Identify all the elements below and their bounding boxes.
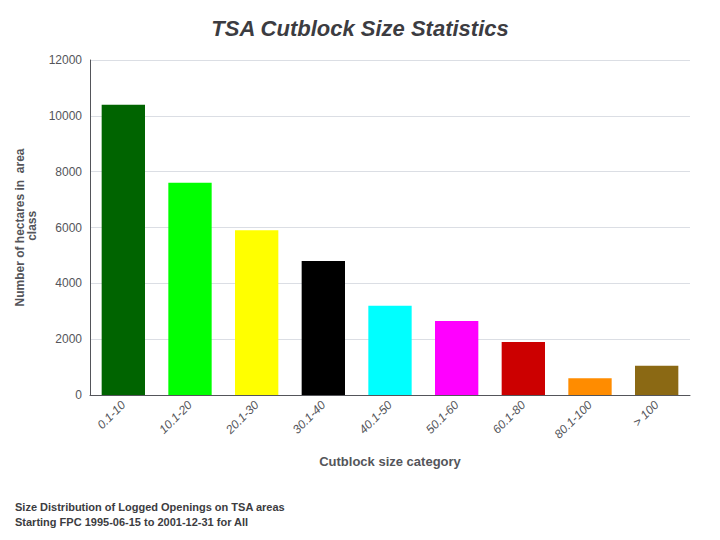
svg-text:10.1-20: 10.1-20	[156, 398, 195, 437]
svg-text:Size Distribution of Logged Op: Size Distribution of Logged Openings on …	[15, 501, 285, 513]
svg-text:6000: 6000	[55, 221, 82, 235]
svg-text:10000: 10000	[49, 109, 83, 123]
svg-text:20.1-30: 20.1-30	[222, 398, 262, 438]
svg-text:40.1-50: 40.1-50	[356, 398, 395, 437]
svg-text:4000: 4000	[55, 276, 82, 290]
svg-text:0: 0	[75, 388, 82, 402]
svg-text:> 100: > 100	[630, 398, 662, 430]
svg-text:0.1-10: 0.1-10	[94, 398, 128, 432]
svg-text:50.1-60: 50.1-60	[423, 398, 462, 437]
svg-text:Cutblock size category: Cutblock size category	[319, 454, 461, 469]
svg-text:2000: 2000	[55, 332, 82, 346]
svg-text:12000: 12000	[49, 53, 83, 67]
svg-text:30.1-40: 30.1-40	[290, 398, 329, 437]
svg-text:80.1-100: 80.1-100	[552, 398, 596, 442]
svg-text:60.1-80: 60.1-80	[490, 398, 529, 437]
svg-text:Number of hectares in area: Number of hectares in area	[12, 148, 27, 307]
svg-text:8000: 8000	[55, 165, 82, 179]
svg-text:TSA Cutblock Size Statistics: TSA Cutblock Size Statistics	[211, 16, 508, 41]
svg-text:Starting FPC 1995-06-15 to 200: Starting FPC 1995-06-15 to 2001-12-31 fo…	[15, 516, 248, 528]
svg-text:class: class	[25, 210, 39, 244]
